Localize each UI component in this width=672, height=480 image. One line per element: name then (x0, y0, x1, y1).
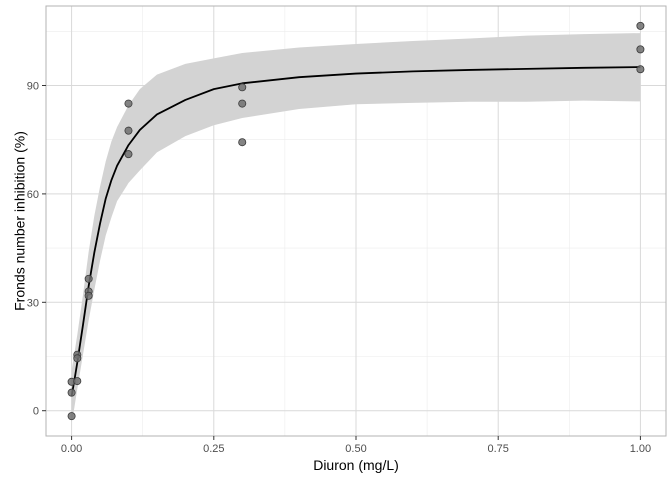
y-axis-title: Fronds number inhibition (%) (12, 131, 28, 311)
data-point (238, 99, 247, 108)
x-tick-label: 0.75 (487, 443, 508, 455)
data-point (73, 377, 82, 386)
data-point (84, 274, 93, 283)
x-axis-ticks: 0.00 0.25 0.50 0.75 1.00 (61, 436, 651, 455)
x-tick-label: 0.00 (61, 443, 82, 455)
data-point (636, 45, 645, 54)
confidence-ribbon (71, 33, 641, 424)
data-point (67, 388, 76, 397)
plot-panel (45, 5, 667, 437)
data-point (636, 21, 645, 30)
x-axis-title: Diuron (mg/L) (313, 457, 399, 473)
data-point (238, 83, 247, 92)
x-tick-label: 0.50 (345, 443, 366, 455)
y-tick-label: 90 (27, 80, 39, 92)
x-tick-label: 0.25 (203, 443, 224, 455)
x-tick-label: 1.00 (630, 443, 651, 455)
data-points (67, 21, 645, 421)
data-point (124, 99, 133, 108)
y-tick-label: 30 (27, 297, 39, 309)
data-point (73, 354, 82, 363)
data-point (84, 291, 93, 300)
y-axis-ticks: 0 30 60 90 (27, 80, 46, 418)
y-tick-label: 0 (33, 406, 39, 418)
data-point (124, 150, 133, 159)
data-point (636, 65, 645, 74)
data-point (67, 412, 76, 421)
y-tick-label: 60 (27, 189, 39, 201)
data-point (124, 126, 133, 135)
data-point (238, 138, 247, 147)
